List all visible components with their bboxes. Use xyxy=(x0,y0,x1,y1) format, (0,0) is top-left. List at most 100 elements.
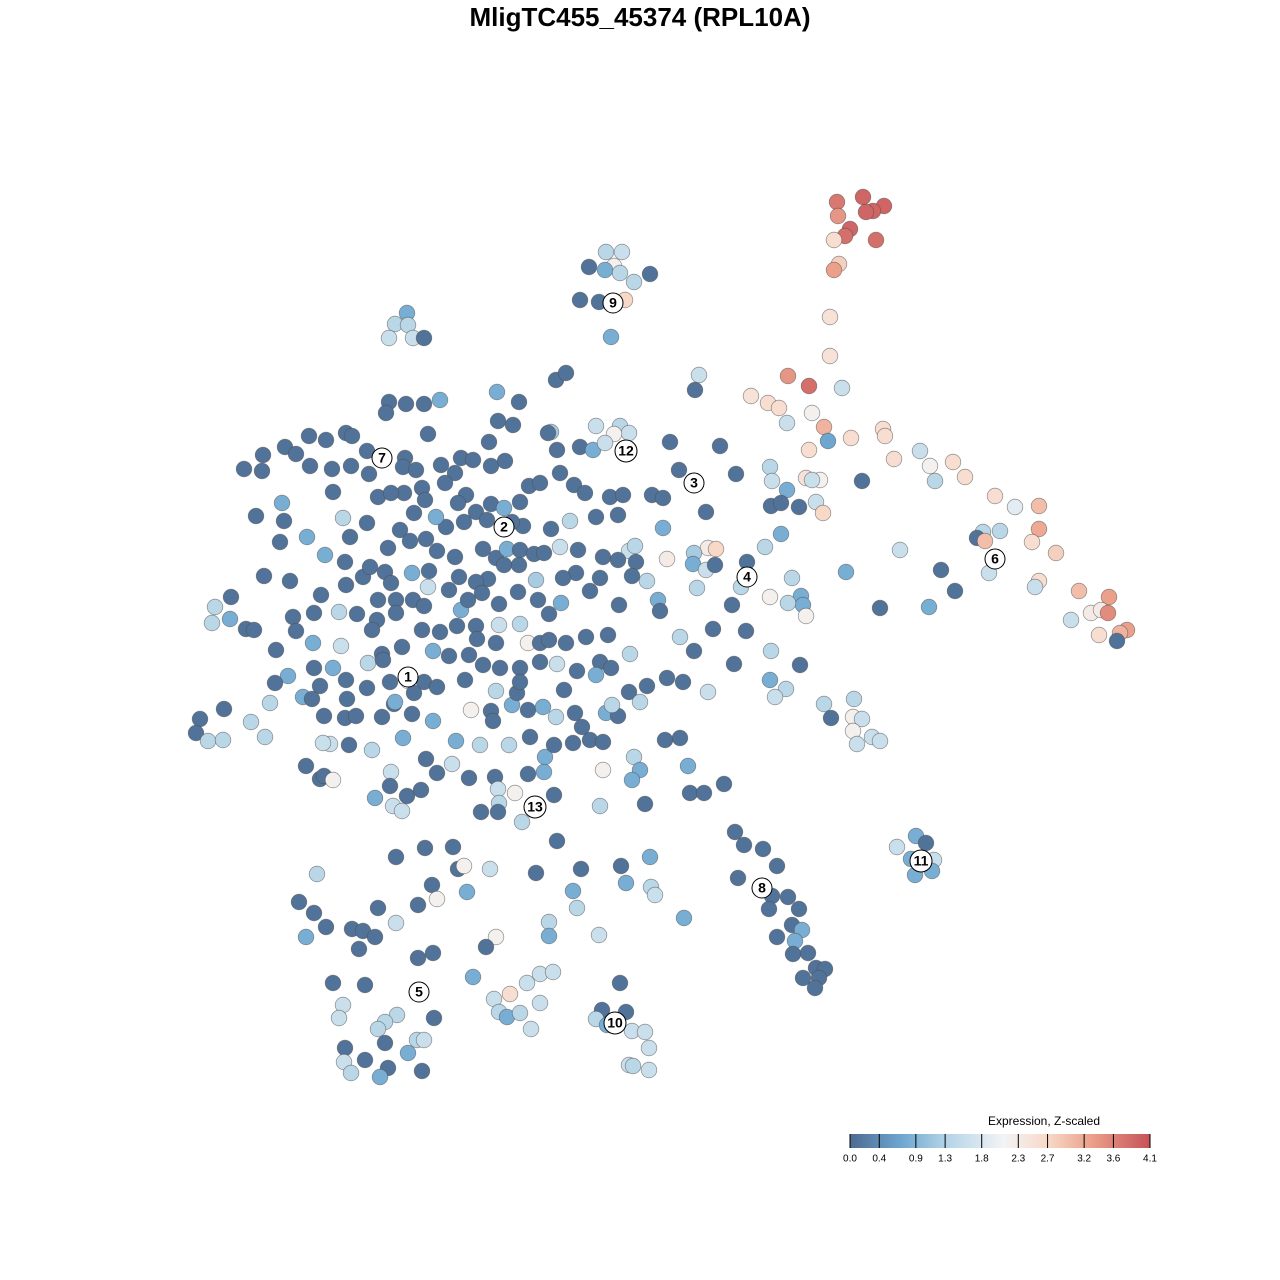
point xyxy=(803,471,821,489)
point xyxy=(837,563,855,581)
point xyxy=(290,893,308,911)
point xyxy=(548,655,566,673)
point xyxy=(511,541,529,559)
point xyxy=(640,1061,658,1079)
point xyxy=(203,614,221,632)
point xyxy=(337,576,355,594)
point xyxy=(867,231,885,249)
point xyxy=(287,445,305,463)
point xyxy=(495,499,513,517)
point xyxy=(612,857,630,875)
point xyxy=(374,651,392,669)
point xyxy=(695,784,713,802)
point xyxy=(531,994,549,1012)
point xyxy=(842,429,860,447)
point xyxy=(772,494,790,512)
point xyxy=(620,424,638,442)
point xyxy=(415,1031,433,1049)
point xyxy=(369,591,387,609)
cluster-label: 13 xyxy=(527,799,543,815)
point xyxy=(413,1062,431,1080)
point xyxy=(376,1034,394,1052)
point xyxy=(707,540,725,558)
point xyxy=(609,506,627,524)
point xyxy=(790,498,808,516)
cluster-label: 12 xyxy=(618,443,634,459)
point xyxy=(548,441,566,459)
point xyxy=(449,494,467,512)
point xyxy=(596,434,614,452)
point xyxy=(742,387,760,405)
point xyxy=(468,630,486,648)
point xyxy=(651,602,669,620)
colorbar-tick-label: 3.2 xyxy=(1077,1154,1091,1165)
point xyxy=(620,683,638,701)
point xyxy=(527,864,545,882)
point xyxy=(631,693,649,711)
point xyxy=(484,712,502,730)
point xyxy=(472,803,490,821)
point xyxy=(656,731,674,749)
point xyxy=(235,460,253,478)
point xyxy=(1047,544,1065,562)
point xyxy=(654,489,672,507)
point xyxy=(529,591,547,609)
point xyxy=(646,886,664,904)
point xyxy=(501,985,519,1003)
point xyxy=(845,690,863,708)
cluster-label: 2 xyxy=(500,519,508,535)
point xyxy=(444,838,462,856)
point xyxy=(1062,611,1080,629)
point xyxy=(330,603,348,621)
point xyxy=(427,508,445,526)
point xyxy=(399,1044,417,1062)
point xyxy=(356,1051,374,1069)
point xyxy=(554,569,572,587)
legend: Expression, Z-scaled 0.0 0.4 0.9 1.3 1.8 2.3 2… xyxy=(843,1114,1157,1164)
point xyxy=(300,427,318,445)
point xyxy=(591,797,609,815)
point xyxy=(369,1020,387,1038)
point xyxy=(324,659,342,677)
point xyxy=(587,666,605,684)
point xyxy=(920,598,938,616)
point xyxy=(569,541,587,559)
point xyxy=(428,542,446,560)
point xyxy=(342,457,360,475)
point xyxy=(363,741,381,759)
point xyxy=(511,493,529,511)
cluster-label-badge xyxy=(603,1011,627,1035)
point xyxy=(627,553,645,571)
point xyxy=(797,607,815,625)
point xyxy=(341,528,359,546)
point xyxy=(527,571,545,589)
point xyxy=(568,899,586,917)
point xyxy=(350,940,368,958)
point xyxy=(640,1039,658,1057)
point xyxy=(482,457,500,475)
point xyxy=(481,860,499,878)
point xyxy=(636,795,654,813)
point xyxy=(609,551,627,569)
point xyxy=(489,780,507,798)
point xyxy=(825,261,843,279)
point xyxy=(381,673,399,691)
point xyxy=(545,786,563,804)
point xyxy=(735,836,753,854)
point xyxy=(768,857,786,875)
point xyxy=(510,393,528,411)
colorbar-tick-label: 0.0 xyxy=(843,1154,857,1165)
point xyxy=(670,461,688,479)
cluster-label: 3 xyxy=(690,475,698,491)
cluster-label: 8 xyxy=(758,880,766,896)
point xyxy=(557,364,575,382)
point xyxy=(343,427,361,445)
point xyxy=(671,729,689,747)
point xyxy=(398,787,416,805)
point xyxy=(729,869,747,887)
point xyxy=(409,949,427,967)
point xyxy=(387,914,405,932)
point xyxy=(511,673,529,691)
point xyxy=(506,784,524,802)
point xyxy=(397,395,415,413)
